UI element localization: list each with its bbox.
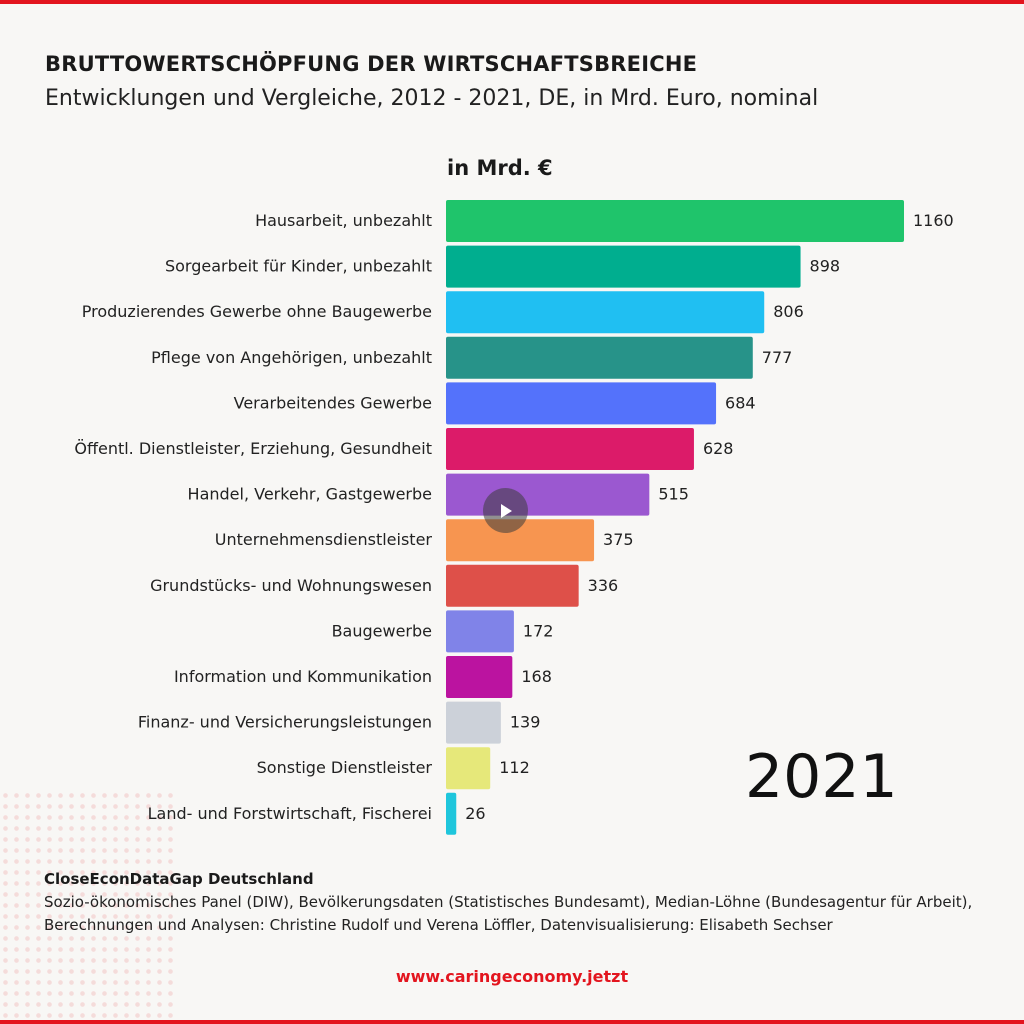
bar (446, 473, 650, 516)
bar (446, 519, 595, 562)
bar (446, 747, 491, 790)
bar (446, 701, 501, 744)
value-label: 515 (658, 485, 689, 504)
value-label: 806 (773, 302, 804, 321)
play-icon (500, 503, 512, 518)
category-label: Handel, Verkehr, Gastgewerbe (188, 485, 432, 504)
value-label: 172 (523, 621, 554, 640)
value-label: 777 (762, 348, 793, 367)
value-label: 139 (510, 713, 541, 732)
category-label: Unternehmensdienstleister (215, 530, 433, 549)
category-label: Land- und Forstwirtschaft, Fischerei (148, 804, 432, 823)
value-label: 26 (465, 804, 485, 823)
bottom-border (0, 1020, 1024, 1024)
bar (446, 200, 904, 242)
website-link[interactable]: www.caringeconomy.jetzt (395, 967, 629, 986)
value-label: 336 (588, 576, 619, 595)
bar (446, 792, 457, 835)
bar (446, 564, 579, 607)
decorative-dot-pattern (0, 790, 175, 1020)
category-label: Baugewerbe (332, 621, 432, 640)
category-label: Finanz- und Versicherungsleistungen (138, 713, 432, 732)
value-label: 1160 (913, 211, 954, 230)
chart-title: BRUTTOWERTSCHÖPFUNG DER WIRTSCHAFTSBREIC… (45, 52, 698, 76)
bar (446, 656, 513, 698)
category-label: Pflege von Angehörigen, unbezahlt (151, 348, 432, 367)
play-button[interactable] (483, 488, 528, 533)
source-title: CloseEconDataGap Deutschland (44, 870, 314, 888)
year-label: 2021 (745, 742, 898, 812)
bar (446, 336, 753, 379)
value-label: 628 (703, 439, 734, 458)
category-label: Sonstige Dienstleister (257, 758, 433, 777)
bar (446, 382, 717, 425)
category-label: Öffentl. Dienstleister, Erziehung, Gesun… (74, 439, 432, 458)
category-label: Sorgearbeit für Kinder, unbezahlt (165, 257, 432, 276)
bar (446, 610, 514, 653)
source-text: Sozio-ökonomisches Panel (DIW), Bevölker… (44, 893, 973, 934)
category-label: Grundstücks- und Wohnungswesen (150, 576, 432, 595)
category-label: Information und Kommunikation (174, 667, 432, 686)
category-label: Produzierendes Gewerbe ohne Baugewerbe (82, 302, 432, 321)
chart-subtitle: Entwicklungen und Vergleiche, 2012 - 202… (45, 86, 819, 111)
category-label: Hausarbeit, unbezahlt (255, 211, 432, 230)
value-label: 168 (521, 667, 552, 686)
unit-label: in Mrd. € (447, 156, 553, 180)
bar (446, 428, 694, 470)
bar (446, 245, 801, 288)
value-label: 684 (725, 393, 756, 412)
category-label: Verarbeitendes Gewerbe (234, 393, 432, 412)
top-border (0, 0, 1024, 4)
value-label: 375 (603, 530, 634, 549)
value-label: 898 (810, 257, 841, 276)
bar (446, 291, 765, 334)
value-label: 112 (499, 758, 530, 777)
